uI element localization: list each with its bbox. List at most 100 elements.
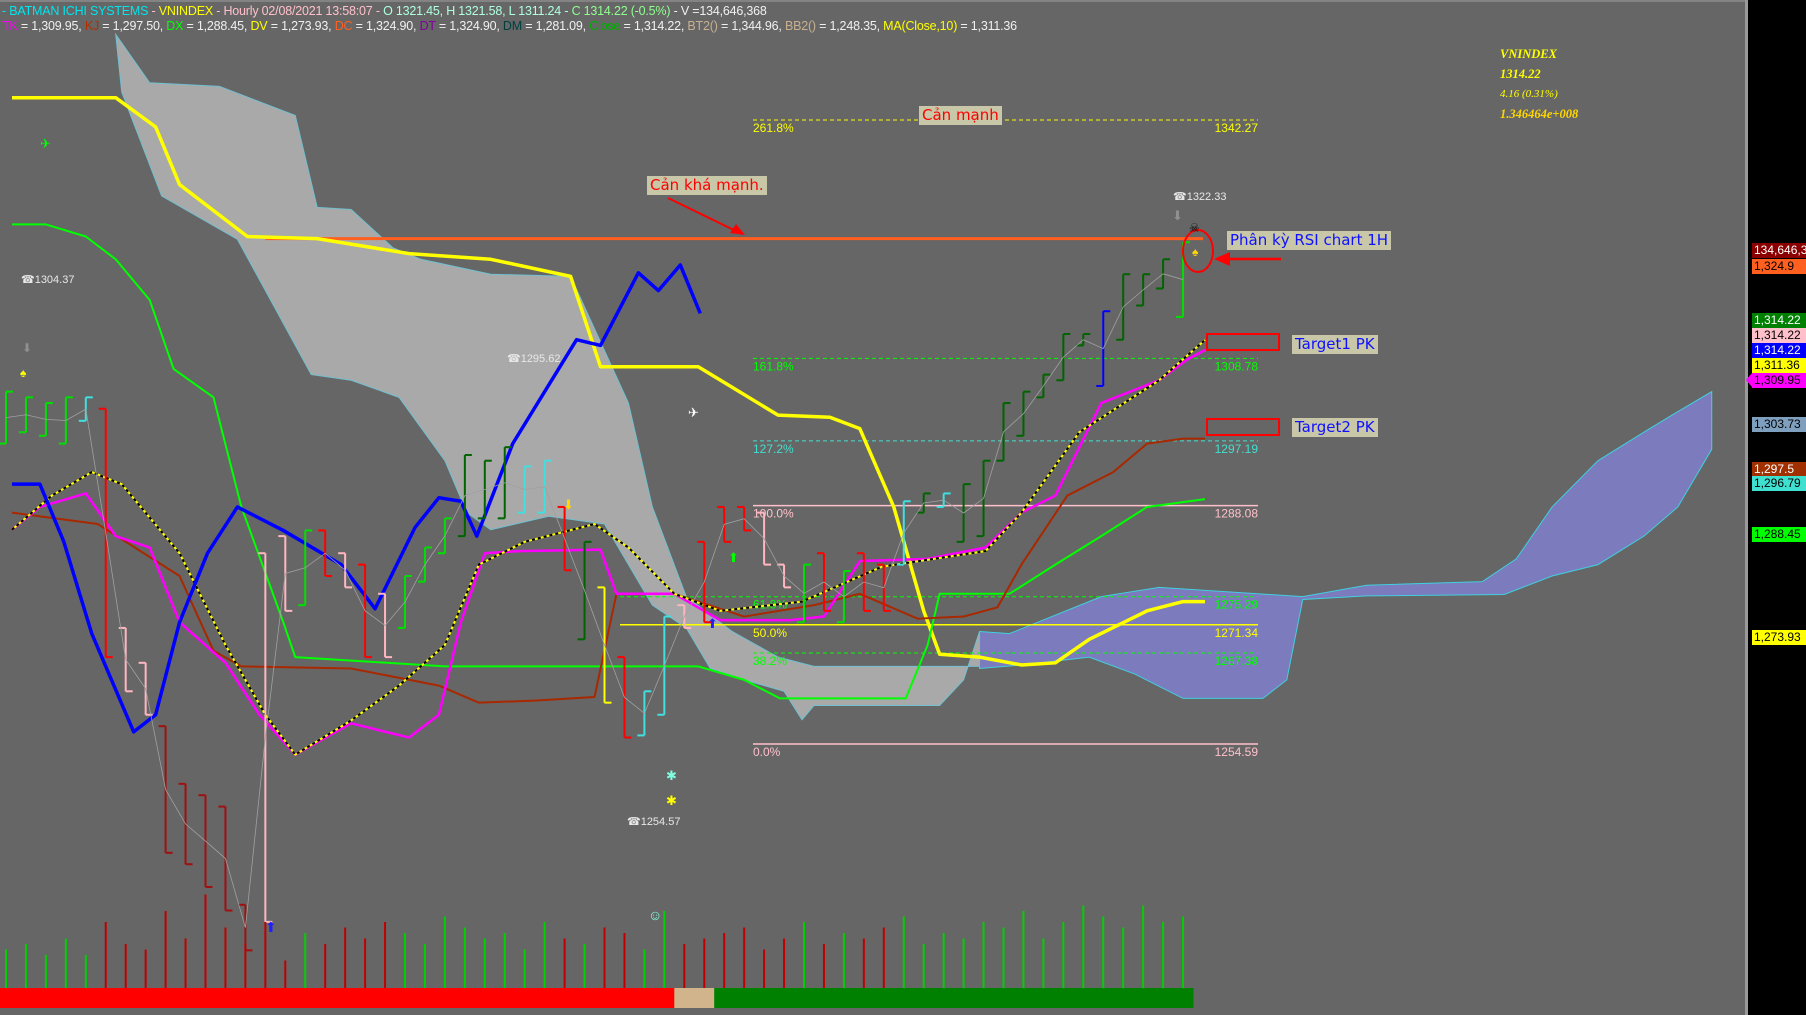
bell-icon: ♠ bbox=[1192, 245, 1199, 259]
arrow-line bbox=[667, 197, 739, 233]
trend-strip-cell bbox=[554, 988, 576, 1008]
spade-icon: ♠ bbox=[20, 366, 27, 380]
price-axis-label: 1,296.79 bbox=[1752, 476, 1806, 492]
series-line-dx bbox=[11, 223, 1206, 700]
fib-price-label: 1297.19 bbox=[1215, 442, 1259, 456]
trend-strip-cell bbox=[155, 988, 177, 1008]
indicator-name: DM bbox=[502, 19, 522, 33]
fib-percent-label: 261.8% bbox=[753, 121, 794, 135]
price-axis-label: 1,297.5 bbox=[1752, 461, 1806, 477]
fib-percent-label: 161.8% bbox=[753, 359, 794, 373]
indicator-lines bbox=[11, 95, 1206, 756]
fib-percent-label: 100.0% bbox=[753, 507, 794, 521]
trend-strip-cell bbox=[315, 988, 336, 1008]
trend-strip-cell bbox=[75, 988, 97, 1008]
indicator-value: = 1,248.35, bbox=[815, 19, 884, 33]
kumo-cloud bbox=[979, 390, 1713, 699]
trend-strip-cell bbox=[993, 988, 1014, 1008]
trend-strip-cell bbox=[913, 988, 935, 1008]
price-axis-label: 1,314.22 bbox=[1752, 327, 1806, 343]
target2-box bbox=[1206, 418, 1280, 436]
series-line-dv bbox=[11, 95, 1205, 667]
indicator-name: Close bbox=[589, 19, 621, 33]
trend-strip-cell bbox=[1173, 988, 1194, 1008]
trend-strip-cell bbox=[654, 988, 675, 1008]
trend-strip-cell bbox=[295, 988, 316, 1008]
title-segment: - bbox=[148, 4, 159, 18]
indicator-value: = 1,273.93, bbox=[267, 19, 335, 33]
target1-label: Target1 PK bbox=[1292, 335, 1378, 354]
price-axis-label: 1,314.22 bbox=[1752, 342, 1806, 358]
trend-strip-cell bbox=[1053, 988, 1074, 1008]
fib-price-label: 1342.27 bbox=[1215, 121, 1259, 135]
trend-strip-cell bbox=[375, 988, 396, 1008]
down-arrow-icon: ⬇ bbox=[563, 497, 574, 512]
trend-strip-cell bbox=[454, 988, 476, 1008]
trend-strip-cell bbox=[794, 988, 815, 1008]
up-arrow-icon: ⬆ bbox=[728, 550, 739, 565]
trend-strip-cell bbox=[774, 988, 795, 1008]
annotation-marks: ☠ ♠ ⬇ ⬇ ♠ ⬆ ⬇ ⬆ ⬆ ✱ ✱ ☺ ✈ ✈ bbox=[20, 136, 1281, 935]
up-arrow-icon: ⬆ bbox=[707, 616, 718, 631]
trend-strip-cell bbox=[973, 988, 995, 1008]
indicator-value: = 1,324.90, bbox=[435, 19, 503, 33]
title-segment: - BATMAN ICHI SYSTEMS bbox=[2, 4, 149, 18]
series-line-tk bbox=[11, 348, 1206, 756]
trend-strip-cell bbox=[55, 988, 77, 1008]
trend-strip-cell bbox=[255, 988, 276, 1008]
indicator-value: = 1,314.22, bbox=[620, 19, 688, 33]
fibonacci-levels: 261.8% 1342.27 161.8% 1308.78 127.2% 1297.19 1… bbox=[620, 119, 1259, 759]
indicator-value: = 1,311.36 bbox=[957, 19, 1017, 33]
indicator-name: DX bbox=[166, 19, 184, 33]
price-note: ☎1295.62 bbox=[507, 353, 561, 365]
trend-strip-cell bbox=[574, 988, 596, 1008]
plane-icon: ✈ bbox=[40, 136, 51, 151]
trend-strip-cell bbox=[1013, 988, 1034, 1008]
trend-strip-cell bbox=[634, 988, 655, 1008]
close-line bbox=[5, 273, 1184, 928]
trend-strip-cell bbox=[115, 988, 137, 1008]
trend-strip-cell bbox=[853, 988, 875, 1008]
trend-strip-cell bbox=[674, 988, 695, 1008]
info-box: VNINDEX 1314.22 4.16 (0.31%) 1.346464e+0… bbox=[1500, 44, 1578, 124]
trend-strip-cell bbox=[1033, 988, 1054, 1008]
arrow-head-icon bbox=[1214, 252, 1230, 266]
indicator-name: DV bbox=[250, 19, 268, 33]
trend-strip-cell bbox=[434, 988, 456, 1008]
trend-strip-cell bbox=[414, 988, 436, 1008]
price-axis-label: 134,646,3 bbox=[1752, 243, 1806, 259]
price-axis-label: 1,288.45 bbox=[1752, 526, 1806, 542]
fib-percent-label: 38.2% bbox=[753, 654, 787, 668]
trend-strip-cell bbox=[714, 988, 735, 1008]
title-segment: O 1321.45, H 1321.58, L 1311.24 - bbox=[383, 4, 572, 18]
price-axis[interactable] bbox=[1745, 0, 1806, 1015]
trend-strip-cell bbox=[335, 988, 356, 1008]
trend-strip-cell bbox=[1113, 988, 1134, 1008]
trend-strip-cell bbox=[235, 988, 256, 1008]
info-change: 4.16 (0.31%) bbox=[1500, 88, 1558, 100]
fib-percent-label: 127.2% bbox=[753, 442, 794, 456]
trend-strip-cell bbox=[35, 988, 57, 1008]
fib-price-label: 1308.78 bbox=[1215, 359, 1259, 373]
trend-strip-cell bbox=[395, 988, 416, 1008]
trend-strip-cell bbox=[833, 988, 855, 1008]
trend-strip-cell bbox=[614, 988, 635, 1008]
fib-price-label: 1271.34 bbox=[1215, 626, 1259, 640]
fib-price-label: 1275.29 bbox=[1215, 598, 1259, 612]
price-axis-label: 1,309.95 bbox=[1752, 372, 1806, 388]
series-line-lagging bbox=[11, 263, 702, 734]
trend-strip-cell bbox=[873, 988, 895, 1008]
title-segment: VNINDEX bbox=[158, 4, 213, 18]
title-segment: - V =134,646,368 bbox=[670, 4, 767, 18]
price-note: ☎1304.37 bbox=[21, 274, 75, 286]
rsi-divergence-label: Phân kỳ RSI chart 1H bbox=[1227, 231, 1392, 250]
info-symbol: VNINDEX bbox=[1500, 47, 1557, 61]
price-axis-label: 1,303.73 bbox=[1752, 417, 1806, 433]
title-segment: - Hourly 02/08/2021 13:58:07 - bbox=[212, 4, 384, 18]
trend-strip-cell bbox=[355, 988, 376, 1008]
target2-label: Target2 PK bbox=[1292, 418, 1378, 437]
series-line-dash bbox=[11, 339, 1206, 756]
arrow-head-icon bbox=[730, 224, 745, 235]
smiley-icon: ☺ bbox=[648, 907, 662, 923]
